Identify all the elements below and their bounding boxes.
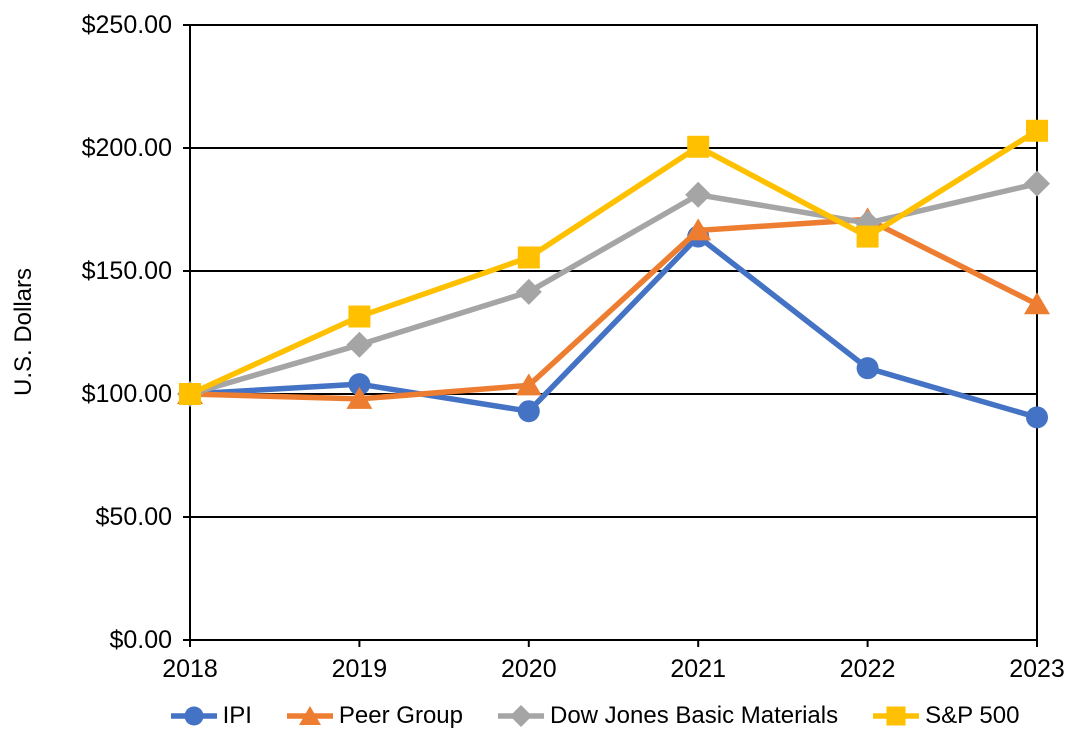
series-line-dow-jones-basic-materials xyxy=(189,180,1038,397)
series-line-peer-group xyxy=(189,216,1039,402)
legend-circle-marker-icon xyxy=(170,706,217,726)
point-ipi-2022 xyxy=(856,357,879,380)
legend-square-marker-icon xyxy=(873,706,920,726)
point-s-p-500-2021 xyxy=(687,135,710,158)
x-tick-label: 2022 xyxy=(840,655,896,683)
point-peer-group-2023 xyxy=(1024,292,1050,315)
x-tick-label: 2021 xyxy=(670,655,726,683)
point-s-p-500-2019 xyxy=(348,305,371,328)
series-line-s-p-500 xyxy=(188,128,1039,397)
y-tick-label: $250.00 xyxy=(82,11,172,39)
point-s-p-500-2018 xyxy=(179,383,201,405)
legend-diamond-marker-icon xyxy=(498,705,544,727)
point-peer-group-2021 xyxy=(685,218,712,241)
point-s-p-500-2022 xyxy=(856,225,879,248)
legend-item-dow-jones-basic-materials: Dow Jones Basic Materials xyxy=(498,702,838,730)
x-tick-label: 2018 xyxy=(162,655,218,683)
legend-label-s-p-500: S&P 500 xyxy=(925,702,1020,729)
point-ipi-2019 xyxy=(348,373,371,396)
point-dow-jones-basic-materials-2020 xyxy=(515,278,542,305)
legend-label-dow-jones-basic-materials: Dow Jones Basic Materials xyxy=(550,702,839,729)
y-tick-label: $100.00 xyxy=(82,380,172,408)
x-tick-label: 2019 xyxy=(332,655,388,683)
legend-item-ipi: IPI xyxy=(170,702,252,730)
point-dow-jones-basic-materials-2019 xyxy=(346,331,373,358)
point-dow-jones-basic-materials-2023 xyxy=(1024,170,1050,197)
y-tick-label: $0.00 xyxy=(109,626,172,654)
x-tick-label: 2023 xyxy=(1009,655,1065,683)
y-tick-label: $50.00 xyxy=(96,503,172,531)
point-dow-jones-basic-materials-2021 xyxy=(685,181,712,208)
legend-label-ipi: IPI xyxy=(222,702,252,729)
y-tick-label: $200.00 xyxy=(82,134,172,162)
y-axis-title: U.S. Dollars xyxy=(10,267,37,397)
point-ipi-2023 xyxy=(1026,406,1048,429)
legend-item-peer-group: Peer Group xyxy=(286,702,463,730)
point-s-p-500-2020 xyxy=(517,246,540,269)
point-ipi-2020 xyxy=(517,400,540,423)
legend-item-s-p-500: S&P 500 xyxy=(873,702,1019,730)
x-tick-label: 2020 xyxy=(501,655,557,683)
point-s-p-500-2023 xyxy=(1026,119,1048,142)
plot-border xyxy=(189,24,1038,641)
chart-legend: IPI Peer Group Dow Jones Basic Materials S&… xyxy=(150,698,1040,734)
legend-triangle-marker-icon xyxy=(286,706,333,725)
series-line-ipi xyxy=(189,232,1038,421)
point-peer-group-2019 xyxy=(346,386,373,409)
point-peer-group-2020 xyxy=(515,373,542,396)
y-tick-label: $150.00 xyxy=(82,257,172,285)
legend-label-peer-group: Peer Group xyxy=(338,702,463,729)
